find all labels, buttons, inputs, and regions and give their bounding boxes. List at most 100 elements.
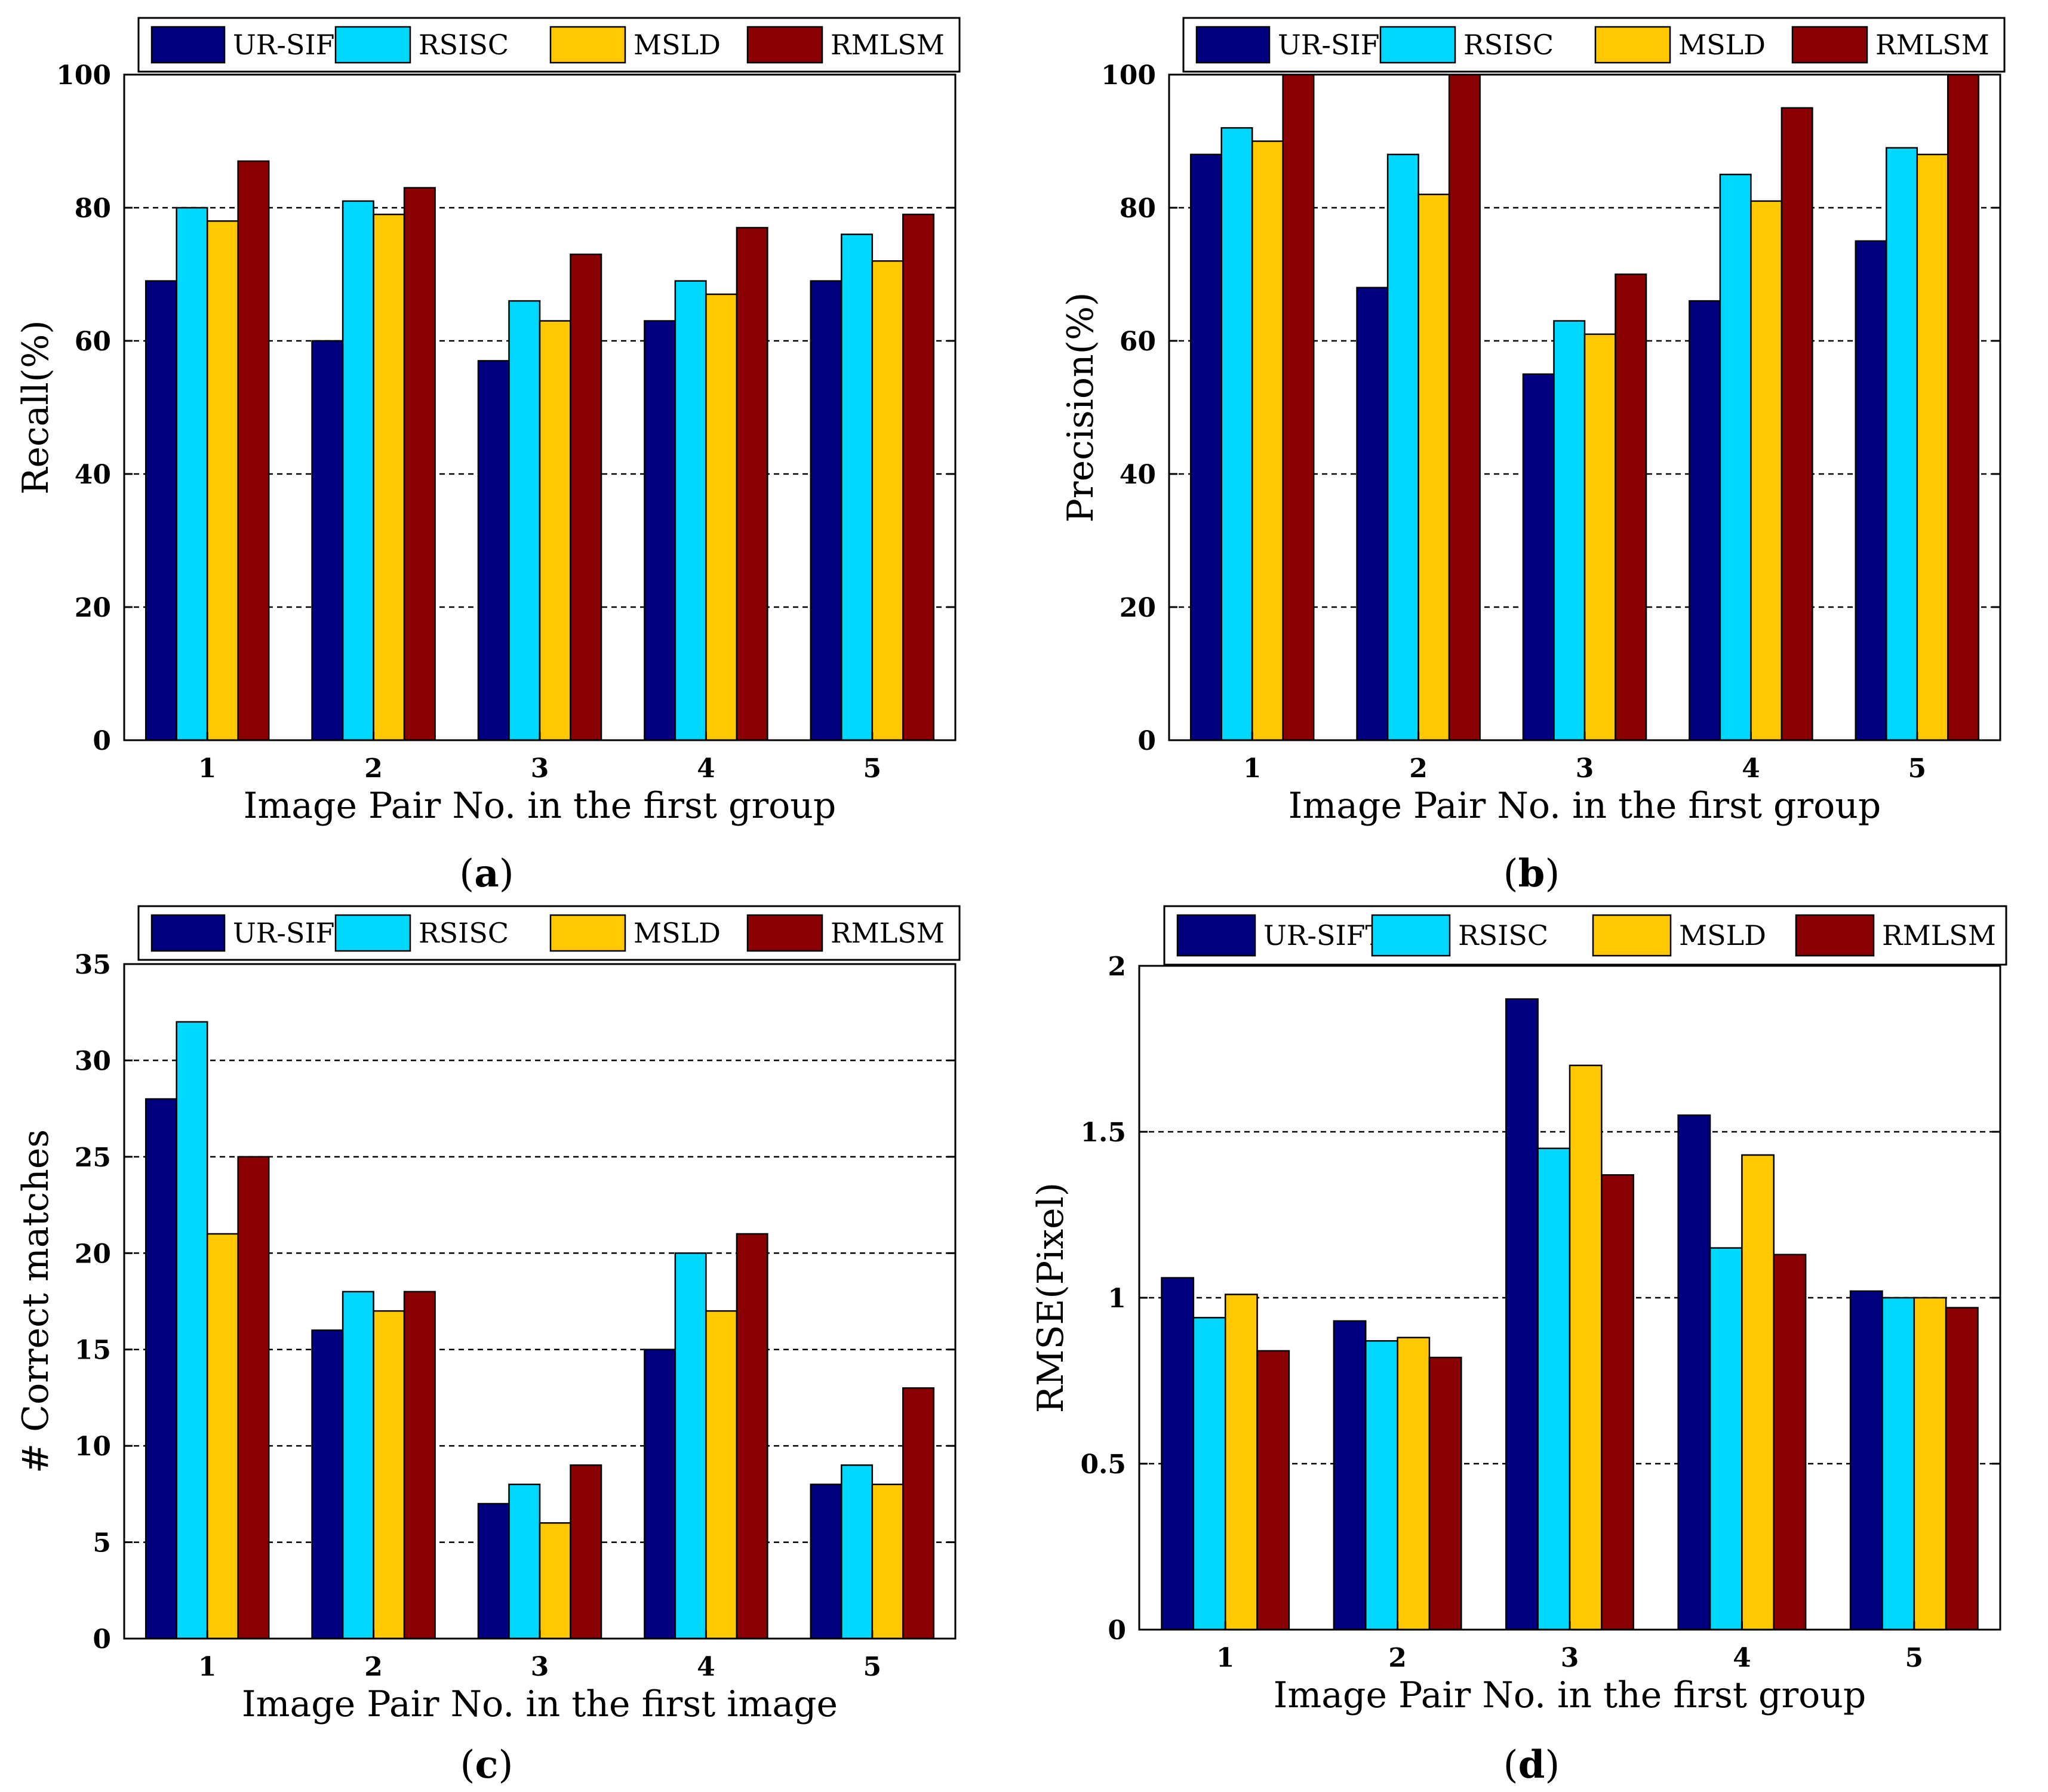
panel-a-xtick-label: 5 bbox=[863, 753, 881, 784]
panel-c-bar-rmlsm bbox=[403, 1291, 436, 1640]
panel-d-legend-swatch-ur-sift bbox=[1176, 914, 1256, 957]
panel-c-bar-msld bbox=[206, 1233, 239, 1640]
panel-c-caption-close: ) bbox=[498, 1743, 513, 1787]
panel-b-bar-ur-sift bbox=[1356, 287, 1389, 741]
panel-c-legend-label: RSISC bbox=[419, 917, 509, 949]
panel-d-legend-label: RSISC bbox=[1458, 919, 1548, 952]
panel-d-caption-close: ) bbox=[1545, 1743, 1560, 1787]
panel-b-legend-label: UR-SIFT bbox=[1278, 29, 1398, 61]
panel-d-caption-letter: d bbox=[1518, 1742, 1545, 1787]
panel-a-legend-label: MSLD bbox=[634, 29, 721, 61]
panel-b-caption-open: ( bbox=[1503, 852, 1518, 896]
panel-b-bar-msld bbox=[1417, 193, 1450, 741]
panel-c-legend-swatch-msld bbox=[549, 914, 626, 952]
panel-c-bar-rsisc bbox=[342, 1291, 374, 1640]
panel-d-legend-swatch-rmlsm bbox=[1795, 914, 1875, 957]
panel-c-ytick-label: 20 bbox=[75, 1239, 111, 1269]
panel-c-bar-rsisc bbox=[176, 1021, 208, 1640]
panel-a-caption-close: ) bbox=[499, 852, 514, 896]
panel-c-ytick-label: 35 bbox=[75, 950, 111, 980]
panel-c-bar-rsisc bbox=[508, 1483, 541, 1640]
panel-a-legend-label: UR-SIFT bbox=[233, 29, 353, 61]
panel-a-caption: (a) bbox=[459, 851, 513, 896]
panel-a-bar-rmlsm bbox=[570, 253, 602, 741]
panel-b-bar-rmlsm bbox=[1282, 73, 1315, 741]
panel-b-caption-close: ) bbox=[1545, 852, 1560, 896]
panel-c-ytick-label: 10 bbox=[75, 1431, 111, 1462]
panel-d-bar-ur-sift bbox=[1849, 1290, 1883, 1631]
panel-a-plot-frame bbox=[123, 73, 957, 741]
panel-c-legend-swatch-ur-sift bbox=[150, 914, 226, 952]
panel-d-bar-ur-sift bbox=[1161, 1277, 1195, 1631]
panel-a-bar-msld bbox=[206, 220, 239, 741]
panel-a-xlabel: Image Pair No. in the first group bbox=[244, 785, 837, 827]
panel-c-xtick-label: 2 bbox=[364, 1652, 383, 1682]
panel-c-legend-swatch-rmlsm bbox=[746, 914, 823, 952]
panel-c-bar-rmlsm bbox=[902, 1387, 935, 1640]
panel-c-bar-msld bbox=[871, 1483, 904, 1640]
panel-a-bar-rsisc bbox=[508, 300, 541, 741]
panel-d-bar-ur-sift bbox=[1677, 1114, 1711, 1631]
panel-a-ytick-label: 100 bbox=[56, 60, 111, 91]
panel-b-bar-rsisc bbox=[1886, 147, 1918, 741]
panel-d-bar-ur-sift bbox=[1333, 1320, 1367, 1631]
panel-a-ytick-label: 20 bbox=[75, 593, 111, 623]
panel-b-legend-label: RMLSM bbox=[1875, 29, 1989, 61]
panel-b-bar-rsisc bbox=[1553, 320, 1586, 741]
panel-c-ytick-label: 30 bbox=[75, 1046, 111, 1076]
panel-a-bar-msld bbox=[871, 260, 904, 741]
panel-c-legend-label: RMLSM bbox=[831, 917, 945, 949]
panel-b-legend-swatch-msld bbox=[1594, 26, 1671, 64]
panel-b-ytick-label: 80 bbox=[1120, 193, 1156, 224]
panel-d-ytick-label: 0 bbox=[1108, 1615, 1126, 1646]
panel-c-bar-rmlsm bbox=[736, 1233, 768, 1640]
panel-d-bar-rmlsm bbox=[1773, 1254, 1807, 1631]
panel-c-ylabel: # Correct matches bbox=[15, 1129, 57, 1473]
panel-a-bar-rsisc bbox=[674, 280, 707, 741]
panel-b-xtick-label: 2 bbox=[1409, 753, 1428, 784]
panel-c-legend-label: MSLD bbox=[634, 917, 721, 949]
panel-a-ytick-label: 0 bbox=[93, 726, 111, 756]
panel-b-ytick-label: 0 bbox=[1137, 726, 1156, 756]
panel-c-bar-ur-sift bbox=[644, 1348, 676, 1640]
panel-a-bar-ur-sift bbox=[810, 280, 842, 741]
panel-a-bar-ur-sift bbox=[311, 340, 344, 741]
panel-c-ytick-label: 0 bbox=[93, 1624, 111, 1655]
panel-d-plot-frame bbox=[1138, 965, 2001, 1631]
panel-b-legend-swatch-rsisc bbox=[1379, 26, 1456, 64]
panel-c-bar-rmlsm bbox=[570, 1464, 602, 1640]
panel-a-ylabel: Recall(%) bbox=[15, 320, 57, 494]
panel-d-bar-msld bbox=[1569, 1064, 1603, 1631]
panel-c-bar-ur-sift bbox=[311, 1329, 344, 1640]
panel-b-plot-frame bbox=[1168, 73, 2001, 741]
panel-c-bar-rmlsm bbox=[237, 1156, 270, 1640]
panel-d-bar-rsisc bbox=[1192, 1317, 1226, 1631]
panel-a-legend-swatch-rmlsm bbox=[746, 26, 823, 64]
panel-c-bar-msld bbox=[539, 1522, 571, 1640]
panel-c-legend-label: UR-SIFT bbox=[233, 917, 353, 949]
panel-d-xtick-label: 4 bbox=[1733, 1643, 1751, 1673]
panel-b-xtick-label: 3 bbox=[1576, 753, 1594, 784]
panel-b-bar-msld bbox=[1916, 153, 1949, 741]
panel-b-bar-rmlsm bbox=[1781, 107, 1813, 741]
panel-c-plot-frame bbox=[123, 963, 957, 1640]
panel-b-bar-rsisc bbox=[1386, 153, 1419, 741]
panel-d-ytick-label: 1.5 bbox=[1080, 1117, 1126, 1148]
panel-b-legend-label: RSISC bbox=[1463, 29, 1554, 61]
panel-d-bar-rsisc bbox=[1364, 1340, 1398, 1631]
panel-d-xtick-label: 3 bbox=[1561, 1643, 1579, 1673]
panel-d-bar-ur-sift bbox=[1505, 998, 1539, 1631]
panel-d-bar-rsisc bbox=[1881, 1297, 1915, 1631]
panel-d-xtick-label: 2 bbox=[1388, 1643, 1407, 1673]
panel-b-ylabel: Precision(%) bbox=[1060, 292, 1102, 523]
panel-d-bar-msld bbox=[1397, 1337, 1431, 1631]
panel-a-bar-rsisc bbox=[342, 200, 374, 741]
panel-b-bar-msld bbox=[1251, 140, 1284, 741]
panel-c-xlabel: Image Pair No. in the first image bbox=[242, 1683, 838, 1725]
panel-a-legend-swatch-rsisc bbox=[334, 26, 411, 64]
panel-c-caption-letter: c bbox=[475, 1742, 499, 1787]
panel-a-bar-msld bbox=[373, 213, 405, 741]
panel-b-legend-swatch-rmlsm bbox=[1791, 26, 1868, 64]
panel-c-caption: (c) bbox=[460, 1742, 513, 1787]
